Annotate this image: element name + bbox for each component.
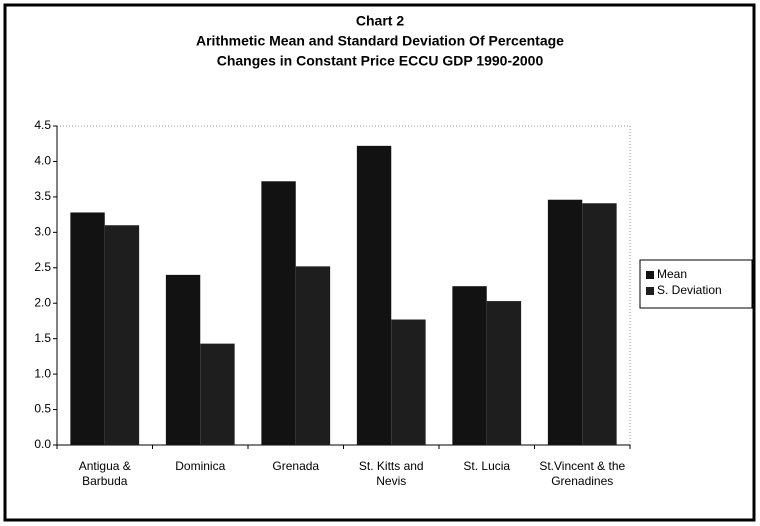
bar xyxy=(200,343,235,445)
bar xyxy=(104,225,140,445)
legend-swatch xyxy=(646,271,654,279)
legend-label: Mean xyxy=(657,267,687,281)
bar xyxy=(165,274,201,445)
chart-subtitle: Changes in Constant Price ECCU GDP 1990-… xyxy=(217,53,544,69)
y-tick-label: 2.5 xyxy=(34,260,51,274)
chart-title: Chart 2 xyxy=(356,13,404,29)
bar xyxy=(486,301,522,445)
legend xyxy=(639,259,753,309)
y-tick-label: 0.5 xyxy=(34,402,51,416)
y-tick-label: 3.5 xyxy=(34,189,51,203)
y-tick-label: 0.0 xyxy=(34,437,51,451)
bar xyxy=(452,286,487,445)
bar xyxy=(295,266,331,445)
y-tick-label: 2.0 xyxy=(34,295,51,309)
bar xyxy=(261,181,296,445)
bar xyxy=(70,212,105,445)
x-tick-label: St. Lucia xyxy=(463,459,511,473)
chart-subtitle: Arithmetic Mean and Standard Deviation O… xyxy=(196,33,564,49)
y-tick-label: 1.5 xyxy=(34,331,51,345)
bar xyxy=(391,319,426,445)
x-tick-label: St. Kitts and Nevis xyxy=(358,459,424,488)
bar xyxy=(582,203,617,445)
frame xyxy=(3,3,756,522)
legend-swatch xyxy=(646,287,654,295)
bar xyxy=(547,199,583,445)
y-tick-label: 4.5 xyxy=(34,118,51,132)
x-tick-label: Dominica xyxy=(175,459,226,473)
plot-area xyxy=(56,125,631,446)
y-tick-label: 1.0 xyxy=(34,366,51,380)
x-tick-label: St.Vincent & the Grenadines xyxy=(539,459,626,488)
legend-label: S. Deviation xyxy=(657,283,722,297)
y-tick-label: 4.0 xyxy=(34,154,51,168)
y-tick-label: 3.0 xyxy=(34,225,51,239)
x-tick-label: Grenada xyxy=(272,459,320,473)
x-tick-label: Antigua & Barbuda xyxy=(78,459,131,488)
bar xyxy=(356,145,392,446)
